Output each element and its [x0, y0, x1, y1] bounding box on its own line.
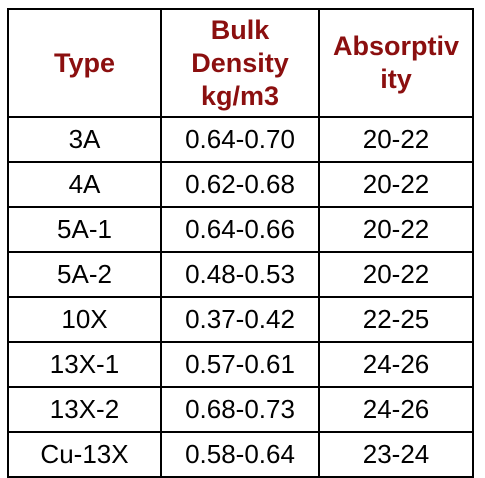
bulk-density-cell: 0.62-0.68	[160, 161, 320, 208]
table-row: 13X-1 0.57-0.61 24-26	[7, 341, 474, 388]
header-bulk-density-line-2: Density	[191, 47, 289, 78]
table-container: Type Bulk Density kg/m3 Absorptiv ity 3A…	[7, 8, 474, 478]
header-type: Type	[7, 8, 162, 118]
bulk-density-cell: 0.57-0.61	[160, 341, 320, 388]
table-row: 3A 0.64-0.70 20-22	[7, 116, 474, 163]
bulk-density-cell: 0.68-0.73	[160, 386, 320, 433]
type-cell: 4A	[7, 161, 162, 208]
absorptivity-cell: 20-22	[318, 206, 474, 253]
absorptivity-cell: 22-25	[318, 296, 474, 343]
type-cell: 5A-1	[7, 206, 162, 253]
table-row: 5A-2 0.48-0.53 20-22	[7, 251, 474, 298]
header-absorptivity: Absorptiv ity	[318, 8, 474, 118]
header-bulk-density-line-1: Bulk	[210, 14, 270, 45]
header-absorptivity-line-1: Absorptiv	[332, 31, 459, 61]
absorptivity-cell: 20-22	[318, 251, 474, 298]
bulk-density-cell: 0.64-0.66	[160, 206, 320, 253]
absorptivity-cell: 24-26	[318, 341, 474, 388]
header-row: Type Bulk Density kg/m3 Absorptiv ity	[7, 8, 474, 118]
header-bulk-density-line-3: kg/m3	[200, 80, 280, 111]
type-cell: Cu-13X	[7, 431, 162, 478]
absorptivity-cell: 23-24	[318, 431, 474, 478]
table-row: 4A 0.62-0.68 20-22	[7, 161, 474, 208]
type-cell: 13X-2	[7, 386, 162, 433]
header-type-line: Type	[53, 47, 115, 78]
header-absorptivity-line-2: ity	[380, 64, 412, 94]
type-cell: 3A	[7, 116, 162, 163]
type-cell: 13X-1	[7, 341, 162, 388]
bulk-density-cell: 0.64-0.70	[160, 116, 320, 163]
table-row: 10X 0.37-0.42 22-25	[7, 296, 474, 343]
type-cell: 10X	[7, 296, 162, 343]
absorptivity-cell: 20-22	[318, 161, 474, 208]
type-cell: 5A-2	[7, 251, 162, 298]
bulk-density-cell: 0.48-0.53	[160, 251, 320, 298]
table-body: 3A 0.64-0.70 20-22 4A 0.62-0.68 20-22 5A-1 0.64…	[7, 116, 474, 478]
table-row: Cu-13X 0.58-0.64 23-24	[7, 431, 474, 478]
absorptivity-cell: 24-26	[318, 386, 474, 433]
sieve-properties-table: Type Bulk Density kg/m3 Absorptiv ity 3A…	[7, 8, 474, 478]
table-row: 13X-2 0.68-0.73 24-26	[7, 386, 474, 433]
table-row: 5A-1 0.64-0.66 20-22	[7, 206, 474, 253]
bulk-density-cell: 0.58-0.64	[160, 431, 320, 478]
table-header: Type Bulk Density kg/m3 Absorptiv ity	[7, 8, 474, 118]
absorptivity-cell: 20-22	[318, 116, 474, 163]
header-bulk-density: Bulk Density kg/m3	[160, 8, 320, 118]
bulk-density-cell: 0.37-0.42	[160, 296, 320, 343]
